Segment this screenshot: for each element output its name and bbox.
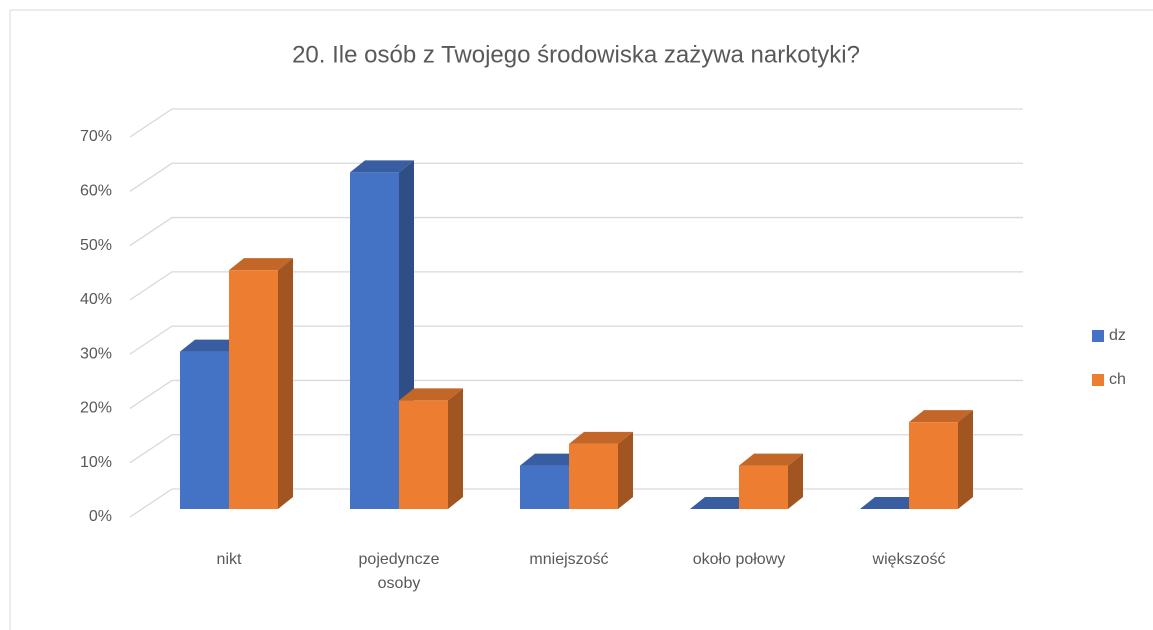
bar: [909, 410, 973, 509]
bar-top: [739, 453, 803, 466]
chart-title: 20. Ile osób z Twojego środowiska zażywa…: [292, 41, 860, 68]
y-tick-label: 0%: [89, 508, 112, 525]
legend-swatch: [1092, 374, 1104, 386]
bar-front: [350, 172, 399, 509]
bar-top: [909, 410, 973, 423]
bar: [229, 258, 293, 509]
bar-side: [278, 258, 293, 509]
bar: [399, 388, 463, 509]
y-tick-label: 60%: [80, 183, 112, 200]
bar-top: [520, 453, 584, 466]
grid-line: [129, 216, 1023, 247]
bar-side: [448, 388, 463, 509]
bar-top: [399, 388, 463, 401]
x-tick-label: około połowy: [692, 551, 786, 568]
bar-side: [958, 410, 973, 509]
y-tick-label: 50%: [80, 237, 112, 254]
grid-line: [129, 325, 1023, 355]
bar-top: [569, 431, 633, 444]
y-tick-label: 70%: [80, 128, 112, 145]
bar-top: [229, 258, 293, 271]
bar-front: [569, 443, 618, 509]
bar-top: [350, 160, 414, 173]
bar-side: [788, 453, 803, 509]
x-tick-label: pojedyncze osoby: [358, 551, 440, 592]
bar-front: [520, 465, 569, 509]
bar-side: [618, 431, 633, 509]
grid-line: [129, 162, 1023, 192]
grid-line: [129, 434, 1023, 464]
bar-top: [180, 339, 244, 352]
bar: [569, 431, 633, 509]
bar-top: [860, 497, 924, 509]
bar-front: [229, 270, 278, 509]
y-tick-label: 10%: [80, 454, 112, 471]
bar-front: [180, 351, 229, 509]
legend-label: dz: [1109, 327, 1126, 344]
grid-line: [129, 271, 1023, 301]
y-tick-label: 20%: [80, 400, 112, 417]
legend-label: ch: [1109, 371, 1126, 388]
bar: [860, 497, 924, 509]
grid-line: [129, 379, 1023, 409]
bar: [690, 497, 754, 509]
bar-front: [909, 422, 958, 509]
legend-swatch: [1092, 330, 1104, 342]
bar-top: [690, 497, 754, 509]
x-tick-label: mniejszość: [529, 551, 609, 568]
x-tick-label: większość: [872, 551, 946, 568]
grid-line: [129, 108, 1023, 138]
y-tick-label: 30%: [80, 345, 112, 362]
bar-front: [399, 400, 448, 509]
bar: [739, 453, 803, 509]
x-tick-label: nikt: [216, 551, 242, 568]
bar-front: [739, 465, 788, 509]
y-tick-label: 40%: [80, 291, 112, 308]
